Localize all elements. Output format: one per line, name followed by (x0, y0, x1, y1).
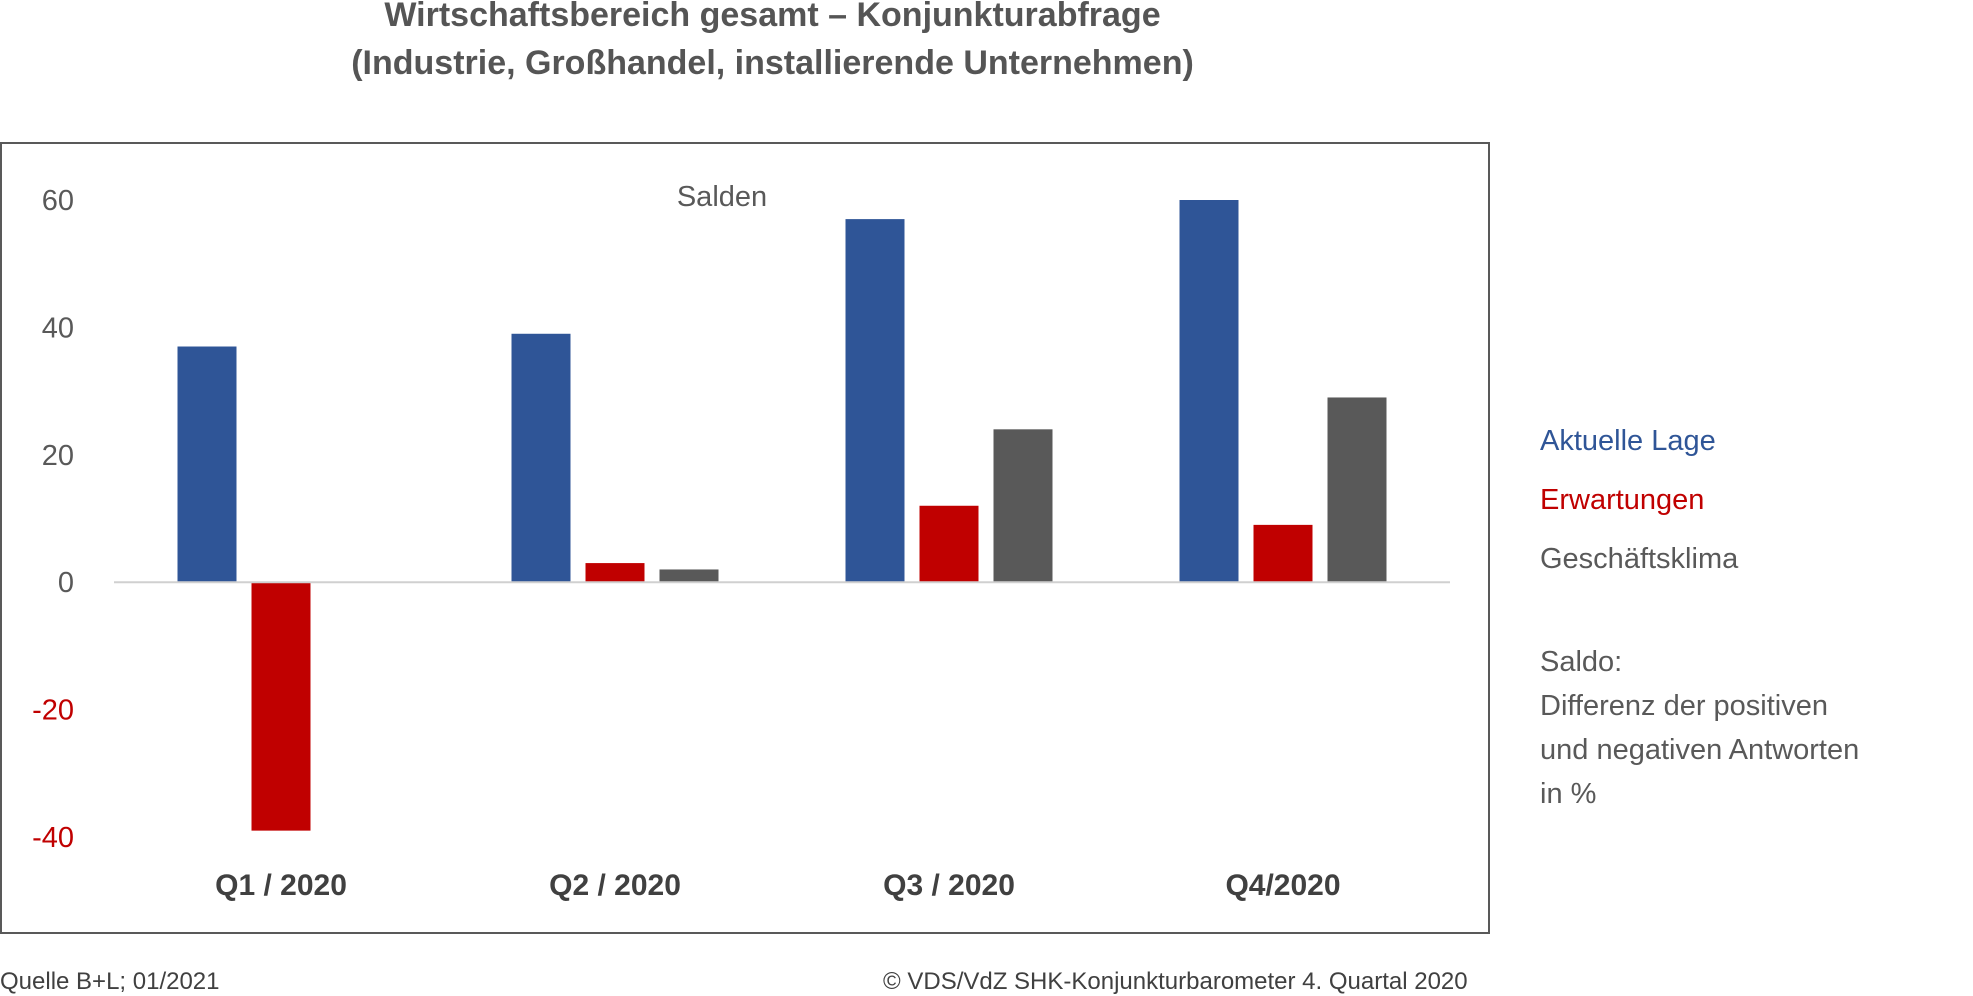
legend-item-geschaeftsklima: Geschäftsklima (1540, 543, 1739, 575)
y-tick-label: 20 (42, 440, 74, 472)
y-tick-label: 0 (58, 567, 74, 599)
bar-geschaeftsklima (659, 569, 719, 583)
plot-frame (0, 142, 1490, 934)
chart-title-line-1: Wirtschaftsbereich gesamt – Konjunkturab… (384, 0, 1161, 34)
y-axis: 60 40 20 0 -20 -40 (32, 185, 74, 854)
bar-erwartungen (585, 563, 645, 583)
bar-erwartungen (1253, 524, 1313, 583)
x-tick-label: Q4/2020 (1225, 869, 1340, 902)
note-line: in % (1540, 778, 1597, 810)
chart-title-line-2: (Industrie, Großhandel, installierende U… (351, 44, 1194, 82)
y-tick-label: 40 (42, 312, 74, 344)
bar-group (177, 200, 1387, 831)
copyright-note: © VDS/VdZ SHK-Konjunkturbarometer 4. Qua… (883, 968, 1468, 995)
x-tick-label: Q1 / 2020 (215, 869, 347, 902)
x-axis: Q1 / 2020 Q2 / 2020 Q3 / 2020 Q4/2020 (215, 869, 1340, 902)
bar-aktuelle-lage (511, 333, 571, 583)
note-line: Differenz der positiven (1540, 690, 1829, 722)
bar-aktuelle-lage (177, 346, 237, 583)
legend-item-aktuelle-lage: Aktuelle Lage (1540, 425, 1716, 457)
bar-geschaeftsklima (1327, 397, 1387, 583)
y-tick-label: -40 (32, 822, 74, 854)
bar-geschaeftsklima (993, 429, 1053, 583)
saldo-note: Saldo: Differenz der positiven und negat… (1540, 640, 1859, 816)
x-tick-label: Q2 / 2020 (549, 869, 681, 902)
legend-item-erwartungen: Erwartungen (1540, 484, 1705, 516)
bar-erwartungen (919, 505, 979, 583)
bar-aktuelle-lage (845, 219, 905, 583)
y-tick-label: 60 (42, 185, 74, 217)
x-tick-label: Q3 / 2020 (883, 869, 1015, 902)
chart-subtitle: Salden (677, 181, 767, 213)
note-line: Saldo: (1540, 646, 1623, 678)
y-tick-label: -20 (32, 695, 74, 727)
source-note: Quelle B+L; 01/2021 (0, 968, 220, 995)
bar-aktuelle-lage (1179, 200, 1239, 583)
note-line: und negativen Antworten (1540, 734, 1860, 766)
bar-erwartungen (251, 582, 311, 831)
